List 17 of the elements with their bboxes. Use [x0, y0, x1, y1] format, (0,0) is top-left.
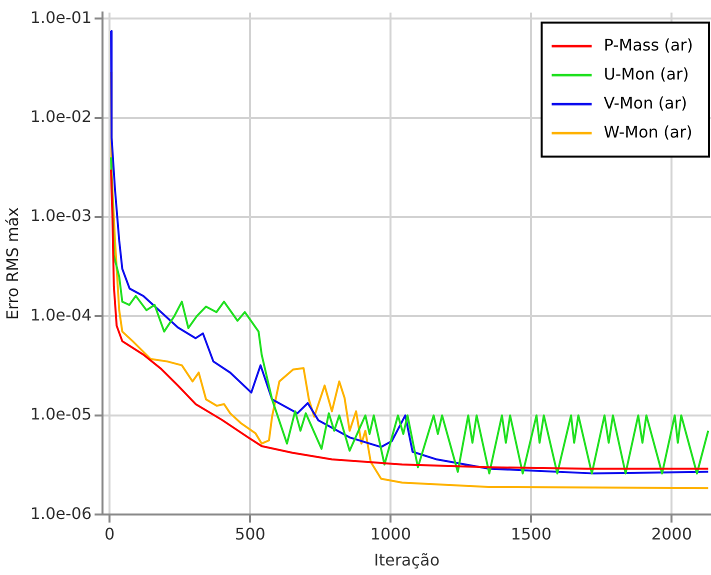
x-tick-label: 2000 [651, 524, 692, 544]
y-tick-label: 1.0e-04 [30, 305, 92, 324]
legend-label: U-Mon (ar) [604, 64, 689, 84]
y-tick-label: 1.0e-03 [30, 206, 92, 226]
legend-label: P-Mass (ar) [604, 35, 694, 54]
x-tick-label: 0 [104, 524, 115, 544]
x-tick-label: 1000 [370, 524, 412, 544]
x-tick-label: 1500 [510, 524, 552, 544]
y-tick-label: 1.0e-02 [30, 106, 92, 126]
legend-label: V-Mon (ar) [604, 93, 688, 112]
x-tick-label: 500 [234, 524, 266, 544]
legend-label: W-Mon (ar) [604, 122, 692, 142]
y-tick-label: 1.0e-05 [30, 404, 92, 424]
y-tick-label: 1.0e-06 [30, 504, 92, 523]
y-axis-title: Erro RMS máx [2, 207, 22, 320]
x-axis-title: Iteração [374, 550, 440, 570]
y-tick-label: 1.0e-01 [30, 8, 92, 27]
